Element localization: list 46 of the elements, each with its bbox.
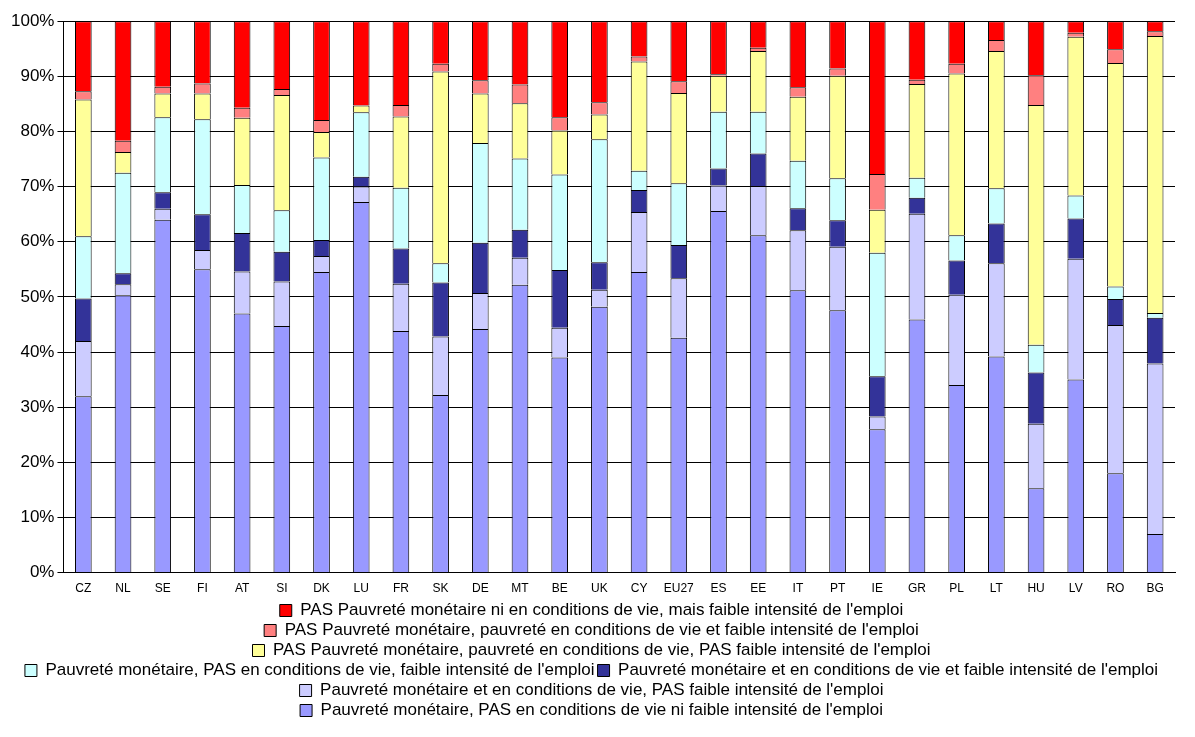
y-tick-label: 10% [20,507,55,527]
x-tick-label: PL [949,581,965,596]
y-tick-label: 40% [20,341,55,361]
legend-label: Pauvreté monétaire, PAS en conditions de vie, faible intensité de l'emploi [45,660,595,680]
y-tick-label: 70% [20,176,55,196]
legend-label: PAS Pauvreté monétaire, pauvreté en conditions de vie, PAS faible intensité de l'emploi [273,640,931,660]
x-tick-label: ES [710,581,727,596]
y-tick-label: 80% [20,121,55,141]
x-tick-label: SK [432,581,449,596]
y-tick-label: 90% [20,66,55,86]
x-tick-label: AT [234,581,250,596]
x-tick-label: SI [276,581,288,596]
x-tick-label: DK [313,581,330,596]
x-tick-label: LV [1068,581,1083,596]
x-tick-label: LU [353,581,369,596]
legend-label: Pauvreté monétaire, PAS en conditions de vie ni faible intensité de l'emploi [320,700,883,720]
y-tick-label: 0% [29,562,55,582]
x-tick-label: FR [392,581,410,596]
legend-label: PAS Pauvreté monétaire ni en conditions de vie, mais faible intensité de l'emploi [300,600,904,620]
x-tick-label: BG [1146,581,1164,596]
x-tick-label: GR [907,581,927,596]
x-tick-label: PT [829,581,846,596]
x-tick-label: CY [630,581,648,596]
y-tick-label: 100% [11,10,55,30]
legend-label: PAS Pauvreté monétaire, pauvreté en conditions de vie et faible intensité de l'emploi [284,620,919,640]
x-tick-label: UK [591,581,608,596]
x-tick-label: IE [871,581,883,596]
x-tick-label: CZ [75,581,92,596]
x-tick-label: DE [471,581,489,596]
x-tick-label: IT [792,581,804,596]
x-tick-label: BE [551,581,568,596]
y-tick-label: 60% [20,231,55,251]
y-tick-label: 30% [20,396,55,416]
x-tick-label: SE [154,581,171,596]
legend-label: Pauvreté monétaire et en conditions de vie et faible intensité de l'emploi [618,660,1159,680]
x-tick-label: EE [750,581,767,596]
x-tick-label: LT [989,581,1004,596]
x-tick-label: MT [511,581,530,596]
x-tick-label: HU [1027,581,1045,596]
x-tick-label: RO [1106,581,1125,596]
legend-label: Pauvreté monétaire et en conditions de vie, PAS faible intensité de l'emploi [320,680,884,700]
x-tick-label: NL [115,581,132,596]
x-tick-label: EU27 [663,581,695,596]
y-tick-label: 50% [20,286,55,306]
x-tick-label: FI [197,581,208,596]
y-tick-label: 20% [20,452,55,472]
